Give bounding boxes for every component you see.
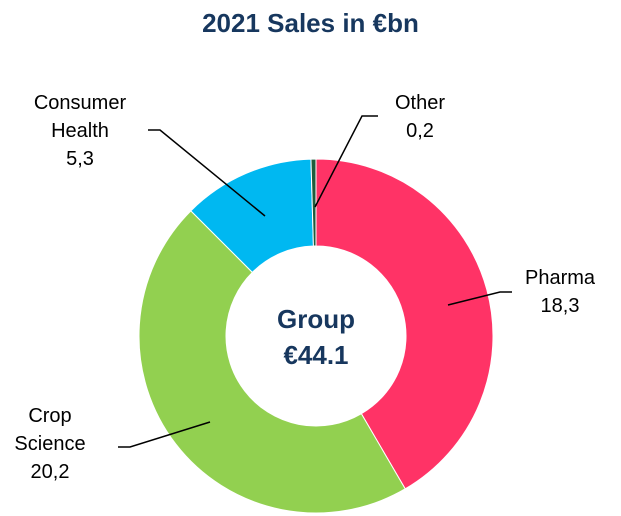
slice-label: Pharma 18,3 — [505, 264, 615, 320]
slice-label: Other 0,2 — [375, 89, 465, 145]
chart-title: 2021 Sales in €bn — [202, 8, 419, 38]
slice-label: Crop Science 20,2 — [0, 402, 100, 486]
leader-lines — [118, 115, 512, 448]
slice-label: Consumer Health 5,3 — [15, 89, 145, 173]
value-label: 0,2 — [406, 120, 434, 142]
donut-slice — [310, 158, 317, 247]
category-label: Crop Science — [14, 405, 86, 455]
value-label: 20,2 — [30, 461, 70, 483]
leader-line — [148, 129, 266, 217]
donut-slice — [138, 210, 406, 514]
value-label: 18,3 — [540, 295, 580, 317]
category-label: Consumer Health — [33, 92, 127, 142]
value-label: 5,3 — [66, 148, 94, 170]
category-label: Pharma — [524, 267, 596, 289]
wedges — [138, 158, 494, 514]
leader-line — [118, 421, 211, 448]
center-label: €44.1 — [283, 340, 349, 370]
leader-line — [314, 115, 378, 208]
donut-slice — [315, 158, 494, 490]
leader-line — [447, 291, 512, 306]
category-label: Other — [394, 92, 446, 114]
center-label: Group — [277, 304, 355, 334]
